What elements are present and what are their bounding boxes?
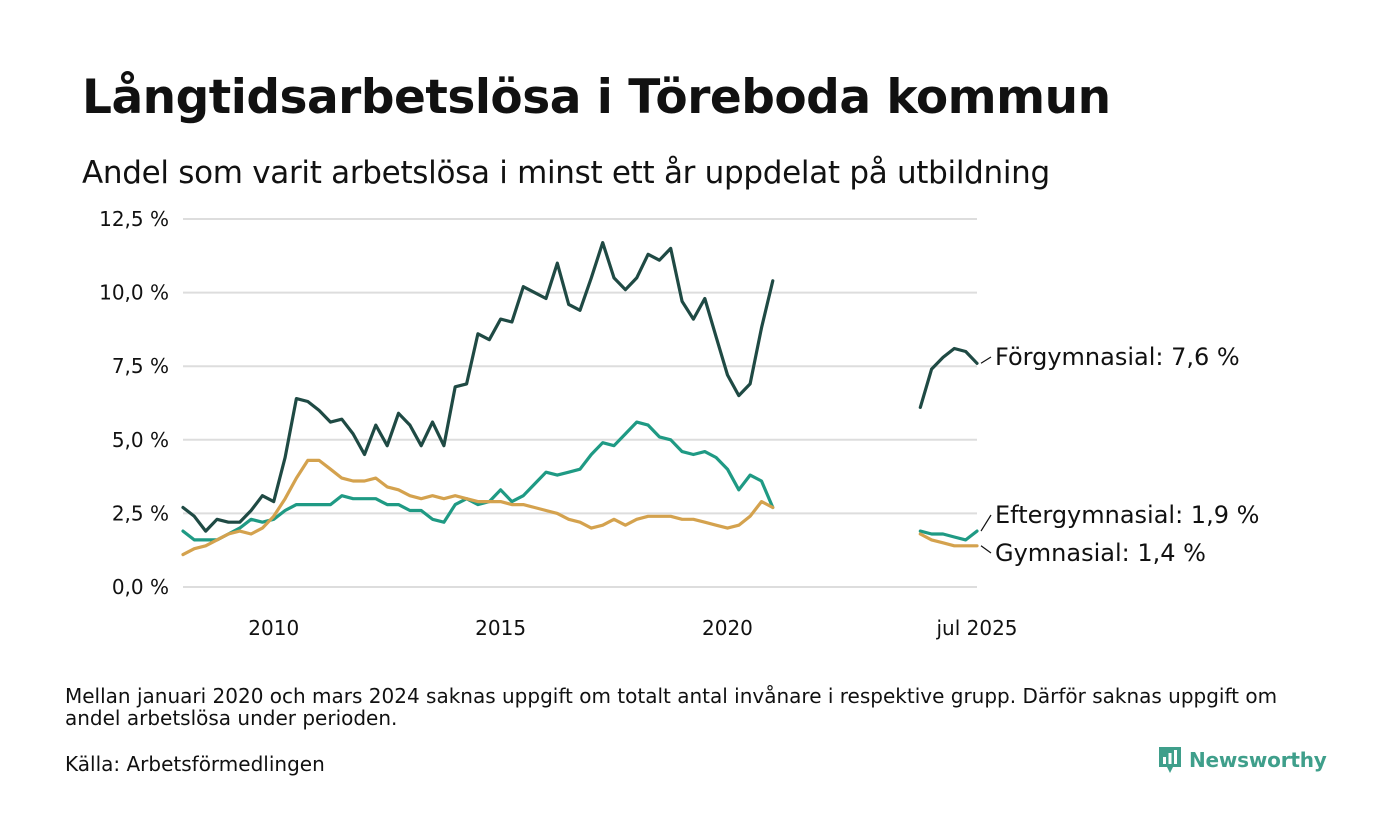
newsworthy-logo-icon — [1159, 747, 1181, 773]
end-label-connector — [980, 514, 992, 532]
series-end-labels: Förgymnasial: 7,6 % Eftergymnasial: 1,9 %… — [980, 343, 1259, 567]
series-line-eftergymnasial — [181, 420, 979, 542]
x-tick-label: jul 2025 — [935, 616, 1017, 640]
series-lines — [181, 241, 979, 557]
line-chart: 0,0 %2,5 %5,0 %7,5 %10,0 %12,5 % 2010 201… — [99, 207, 1259, 640]
x-tick-label: 2010 — [248, 616, 299, 640]
y-tick-label: 0,0 % — [112, 575, 169, 599]
y-tick-label: 5,0 % — [112, 428, 169, 452]
y-tick-label: 12,5 % — [99, 207, 169, 231]
brand-logo: Newsworthy — [1157, 745, 1327, 775]
end-label-connector — [980, 545, 992, 554]
chart-title: Långtidsarbetslösa i Töreboda kommun — [82, 70, 1111, 125]
gridlines — [183, 218, 977, 588]
y-tick-label: 7,5 % — [112, 354, 169, 378]
footnote: Mellan januari 2020 och mars 2024 saknas… — [65, 684, 1278, 730]
y-tick-label: 2,5 % — [112, 501, 169, 525]
series-line-gymnasial — [181, 458, 979, 557]
end-label-förgymnasial: Förgymnasial: 7,6 % — [995, 343, 1240, 371]
x-tick-label: 2020 — [702, 616, 753, 640]
end-label-gymnasial: Gymnasial: 1,4 % — [995, 539, 1206, 567]
end-label-connector — [980, 356, 992, 364]
source-credit: Källa: Arbetsförmedlingen — [65, 752, 325, 776]
y-axis-ticks: 0,0 % 2,5 % 5,0 % 7,5 % 10,0 % 12,5 % — [99, 207, 169, 599]
x-axis-ticks: 2010 2015 2020 jul 2025 — [248, 616, 1017, 640]
end-label-eftergymnasial: Eftergymnasial: 1,9 % — [995, 501, 1259, 529]
brand-name: Newsworthy — [1189, 748, 1327, 772]
y-tick-label: 10,0 % — [99, 281, 169, 305]
series-line-förgymnasial — [181, 241, 979, 533]
x-tick-label: 2015 — [475, 616, 526, 640]
chart-subtitle: Andel som varit arbetslösa i minst ett å… — [82, 155, 1050, 191]
